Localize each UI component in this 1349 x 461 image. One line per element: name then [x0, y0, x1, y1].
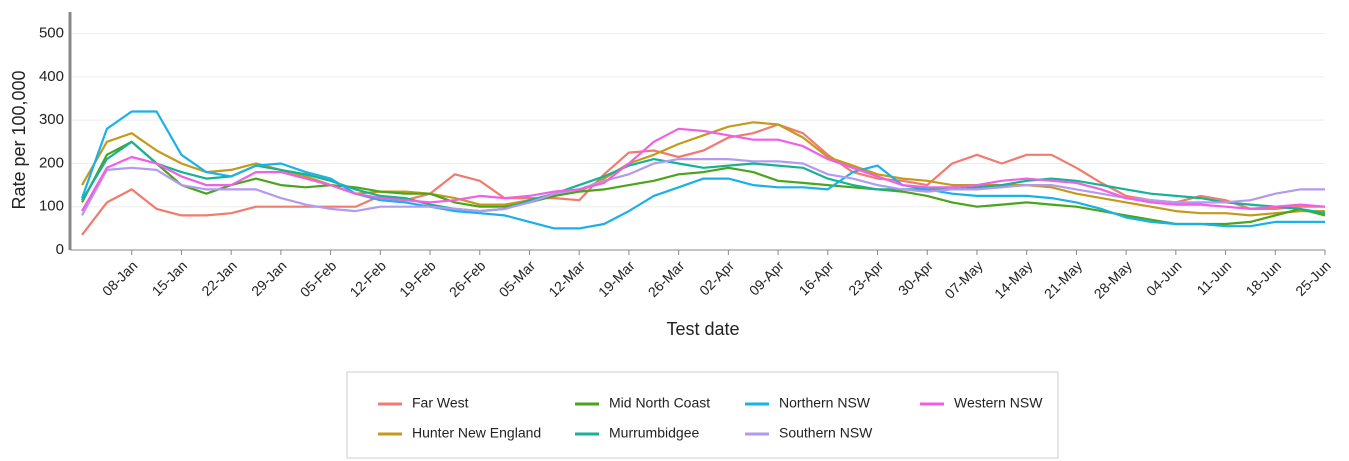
x-tick-label: 08-Jan	[99, 257, 141, 299]
x-tick-label: 30-Apr	[895, 257, 936, 298]
x-tick-label: 07-May	[941, 257, 985, 301]
x-tick-label: 28-May	[1091, 257, 1135, 301]
y-tick-label: 300	[39, 111, 64, 128]
x-axis-title: Test date	[666, 319, 739, 339]
series-line	[81, 140, 1326, 226]
legend-label: Murrumbidgee	[609, 425, 699, 441]
y-tick-label: 100	[39, 198, 64, 215]
legend-label: Western NSW	[954, 395, 1043, 411]
legend-label: Hunter New England	[412, 425, 541, 441]
x-tick-label: 21-May	[1041, 257, 1085, 301]
series-line	[81, 140, 1326, 215]
series-line	[81, 127, 1326, 212]
x-tick-label: 12-Mar	[545, 257, 588, 300]
x-tick-label: 18-Jun	[1242, 257, 1284, 299]
x-tick-label: 19-Feb	[396, 257, 439, 300]
x-tick-label: 29-Jan	[248, 257, 290, 299]
y-tick-label: 500	[39, 25, 64, 42]
y-axis-title: Rate per 100,000	[9, 70, 29, 209]
legend-label: Southern NSW	[779, 425, 873, 441]
legend-label: Northern NSW	[779, 395, 871, 411]
x-tick-label: 14-May	[991, 257, 1035, 301]
x-tick-label: 02-Apr	[696, 257, 737, 298]
x-tick-label: 04-Jun	[1143, 257, 1185, 299]
legend-box	[346, 371, 1059, 459]
x-tick-label: 19-Mar	[595, 257, 638, 300]
legend-label: Far West	[412, 395, 469, 411]
x-tick-label: 25-Jun	[1292, 257, 1334, 299]
y-tick-label: 400	[39, 68, 64, 85]
x-tick-label: 05-Mar	[496, 257, 539, 300]
y-tick-label: 0	[56, 241, 64, 258]
x-tick-label: 26-Feb	[446, 257, 489, 300]
x-tick-label: 23-Apr	[845, 257, 886, 298]
x-tick-label: 15-Jan	[149, 257, 191, 299]
x-tick-label: 11-Jun	[1193, 257, 1234, 298]
x-tick-label: 09-Apr	[746, 257, 787, 298]
series-line	[81, 158, 1325, 216]
x-tick-label: 12-Feb	[346, 257, 389, 300]
series-line	[81, 123, 1325, 236]
series-line	[80, 110, 1325, 230]
y-tick-label: 200	[39, 154, 64, 171]
x-tick-label: 16-Apr	[796, 257, 837, 298]
legend-label: Mid North Coast	[609, 395, 710, 411]
x-tick-label: 22-Jan	[198, 257, 240, 299]
x-tick-label: 26-Mar	[645, 257, 688, 300]
x-tick-label: 05-Feb	[297, 257, 340, 300]
